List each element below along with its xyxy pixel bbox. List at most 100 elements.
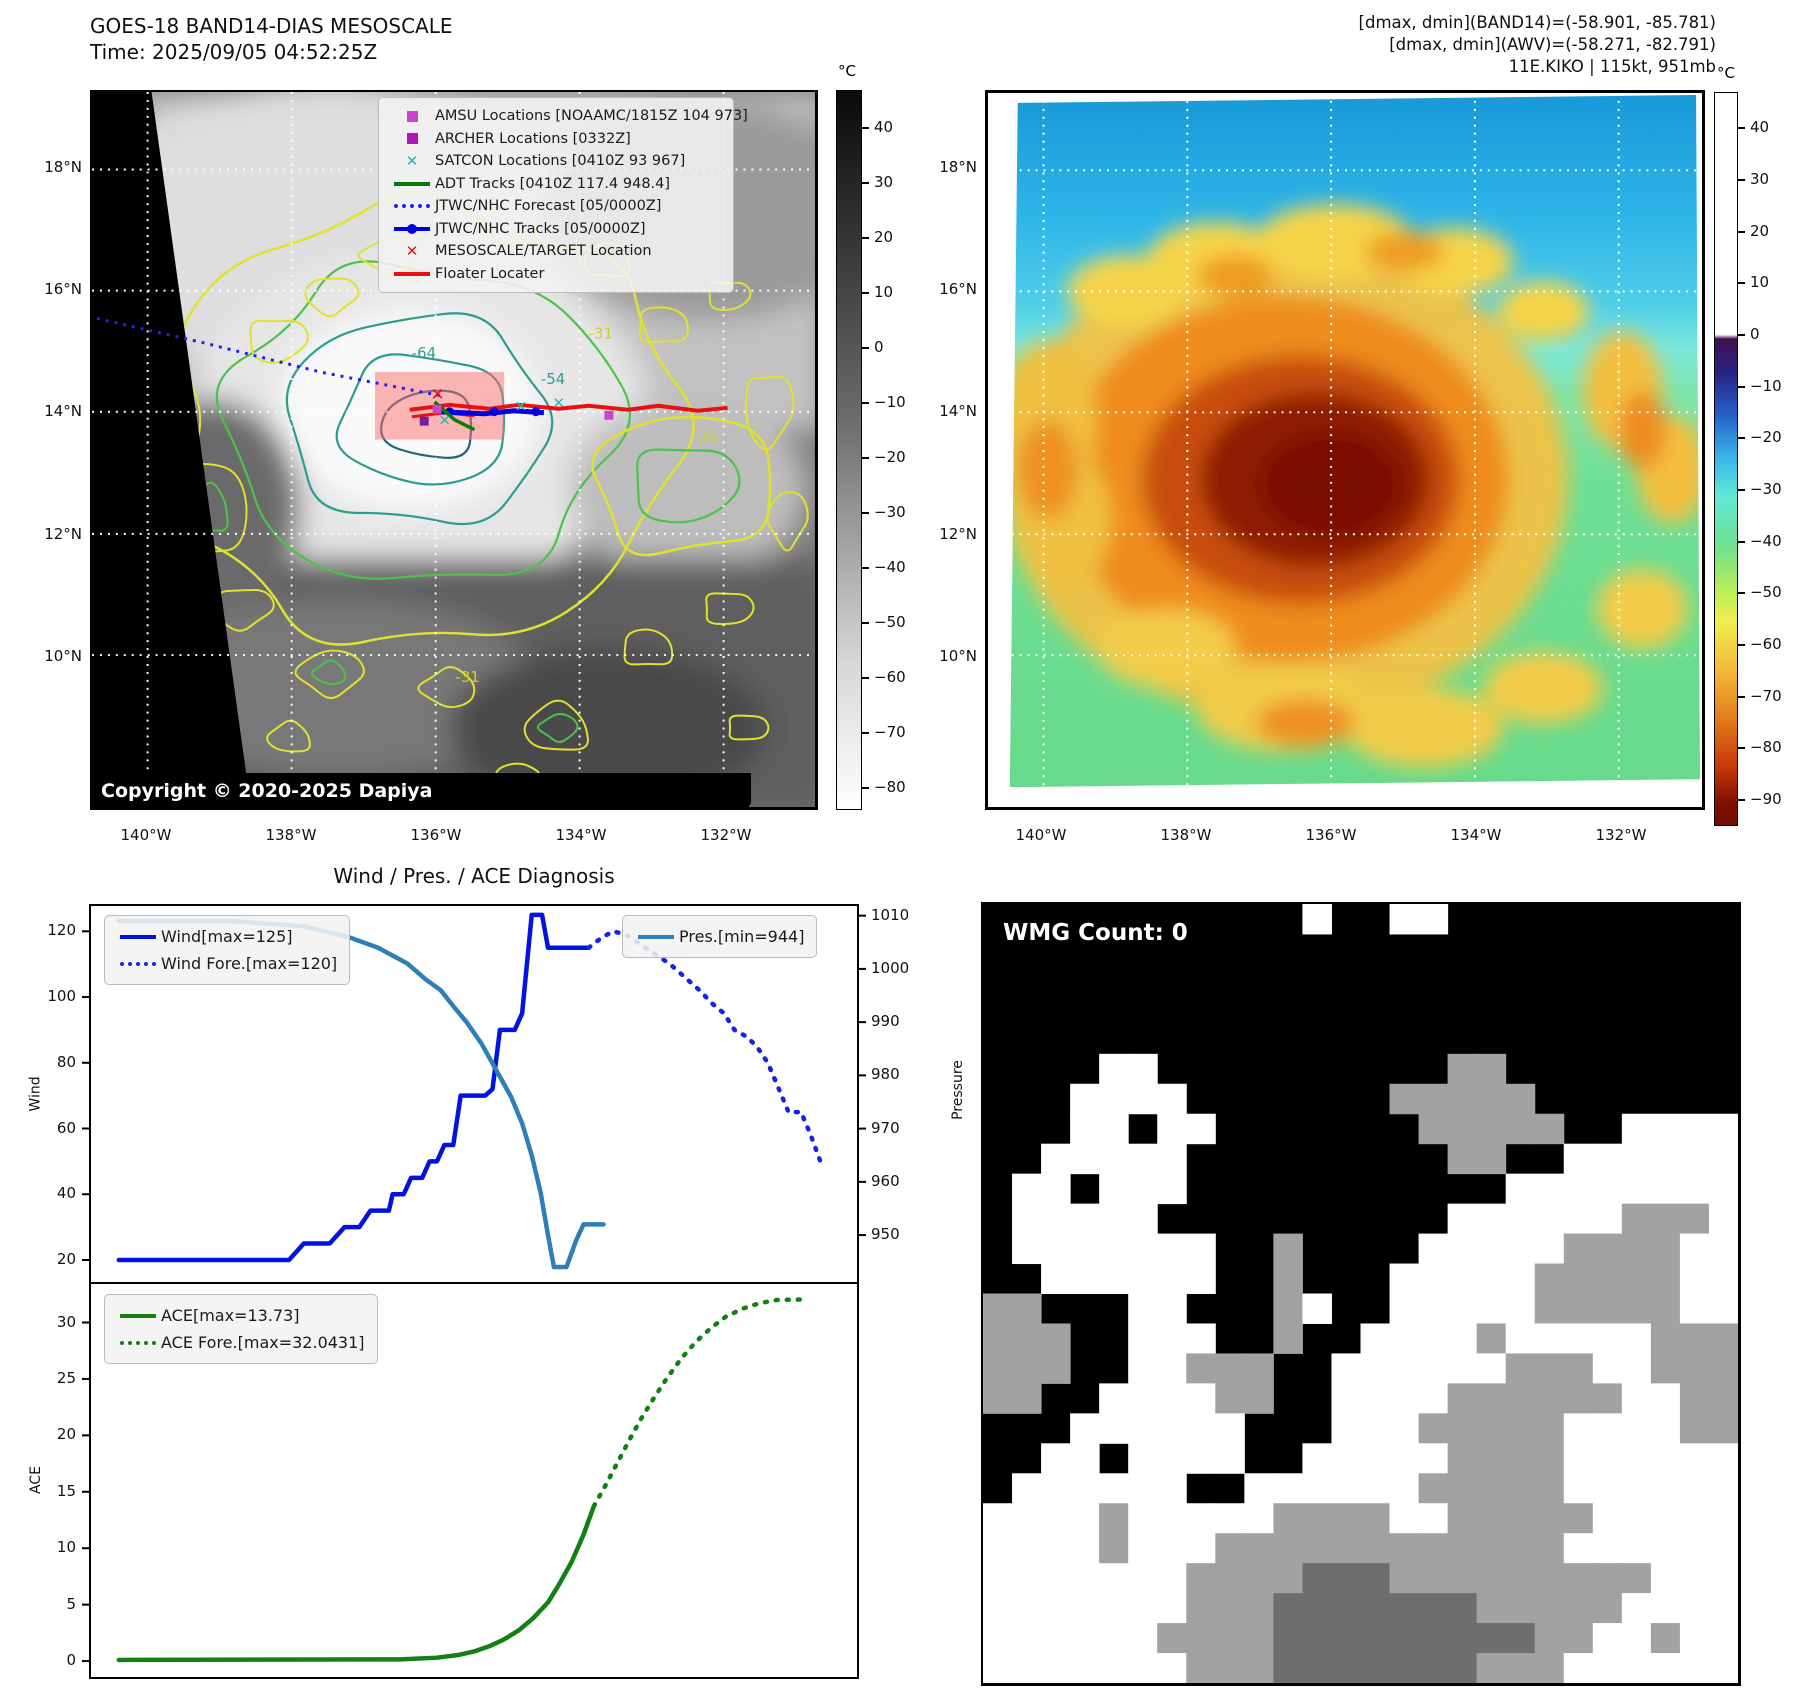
colorbar-tick-label: −20 [1750, 428, 1782, 447]
legend-item: ACE[max=13.73] [115, 1302, 365, 1329]
svg-text:✕: ✕ [515, 398, 527, 416]
lat-tick-label: 18°N [939, 158, 977, 176]
legend-item-label: JTWC/NHC Forecast [05/0000Z] [435, 198, 662, 215]
colorbar-tick-label: −60 [874, 668, 906, 687]
wind-axis-label: Wind [27, 1076, 44, 1112]
colorbar-tick [862, 457, 869, 460]
lat-tick-label: 18°N [44, 158, 82, 176]
legend-item-label: Wind[max=125] [161, 927, 293, 946]
svg-text:✕: ✕ [553, 394, 565, 412]
chart-title: Wind / Pres. / ACE Diagnosis [333, 864, 615, 888]
svg-text:✕: ✕ [431, 384, 445, 404]
copyright-banner: Copyright © 2020-2025 Dapiya [92, 773, 751, 809]
lat-tick-label: 12°N [939, 525, 977, 543]
contour-labels: -64 -54 -31 -31 -31 [412, 324, 718, 686]
dotted-line-icon [115, 1340, 161, 1345]
colorbar-tick [1738, 644, 1745, 647]
header-stats: [dmax, dmin](BAND14)=(-58.901, -85.781) … [1359, 12, 1716, 78]
y-tick-label: 80 [56, 1052, 76, 1071]
square-marker-icon [389, 110, 435, 122]
legend-item-label: ARCHER Locations [0332Z] [435, 130, 631, 147]
lat-tick-label: 10°N [939, 647, 977, 665]
line-marker-icon [633, 934, 679, 939]
y2-tick-label: 980 [871, 1065, 900, 1084]
y2-tick-label: 1000 [871, 958, 910, 977]
legend-item: AMSU Locations [NOAAMC/1815Z 104 973] [389, 105, 748, 128]
y-tick-label: 5 [66, 1594, 76, 1613]
lon-tick-label: 132°W [1595, 826, 1647, 844]
wind-legend: Wind[max=125] Wind Fore.[max=120] [104, 915, 351, 985]
ace-legend: ACE[max=13.73] ACE Fore.[max=32.0431] [104, 1294, 378, 1364]
legend-item: Wind Fore.[max=120] [115, 950, 337, 977]
wmg-panel: WMG Count: 0 [981, 902, 1741, 1686]
legend-item-label: MESOSCALE/TARGET Location [435, 243, 652, 260]
svg-text:-31: -31 [589, 324, 613, 342]
colorbar-tick [862, 732, 869, 735]
lon-tick-label: 134°W [1450, 826, 1502, 844]
colorbar-tick [1738, 695, 1745, 698]
colorbar-tick [862, 402, 869, 405]
timestamp: Time: 2025/09/05 04:52:25Z [90, 40, 378, 64]
awv-satellite-image [988, 93, 1702, 807]
legend-item-label: Pres.[min=944] [679, 927, 805, 946]
legend-item: Pres.[min=944] [633, 923, 804, 950]
line-marker-icon [115, 934, 161, 939]
y-tick-label: 0 [66, 1651, 76, 1670]
colorbar-tick-label: −90 [1750, 790, 1782, 809]
colorbar-tick-label: −10 [874, 393, 906, 412]
colorbar-tick [1738, 799, 1745, 802]
line-marker-icon [115, 1313, 161, 1318]
colorbar-tick-label: −40 [874, 558, 906, 577]
y-tick-label: 40 [56, 1184, 76, 1203]
y2-tick-label: 1010 [871, 905, 910, 924]
lat-tick-label: 10°N [44, 647, 82, 665]
wmg-count-label: WMG Count: 0 [1003, 920, 1188, 946]
lat-tick-label: 14°N [44, 402, 82, 420]
legend-item-label: Wind Fore.[max=120] [161, 954, 338, 973]
legend-item: ADT Tracks [0410Z 117.4 948.4] [389, 173, 721, 196]
colorbar-tick-label: −80 [1750, 738, 1782, 757]
awv-map-panel [985, 90, 1705, 810]
colorbar-tick-label: 40 [874, 118, 894, 137]
y-tick-label: 10 [56, 1538, 76, 1557]
y2-tick-label: 970 [871, 1118, 900, 1137]
x-marker-icon: ✕ [405, 152, 419, 171]
legend-item-label: JTWC/NHC Tracks [05/0000Z] [435, 220, 646, 237]
svg-text:-31: -31 [455, 668, 479, 686]
svg-text:-54: -54 [541, 370, 565, 388]
colorbar-tick-label: −40 [1750, 531, 1782, 550]
pressure-legend: Pres.[min=944] [622, 915, 818, 958]
wmg-classification-map [983, 904, 1738, 1683]
page-title: GOES-18 BAND14-DIAS MESOSCALE [90, 14, 453, 38]
legend-item: ACE Fore.[max=32.0431] [115, 1329, 365, 1356]
colorbar-tick-label: −80 [874, 778, 906, 796]
colorbar-tick-label: −30 [874, 503, 906, 522]
lon-tick-label: 140°W [120, 826, 172, 844]
legend-item: Floater Locater [389, 263, 721, 286]
legend-item-label: ADT Tracks [0410Z 117.4 948.4] [435, 175, 671, 192]
y-tick-label: 60 [56, 1118, 76, 1137]
colorbar-tick [862, 512, 869, 515]
colorbar-tick [1738, 333, 1745, 336]
colorbar-tick-label: −30 [1750, 480, 1782, 498]
y-tick-label: 20 [56, 1425, 76, 1444]
lon-tick-label: 132°W [700, 826, 752, 844]
y2-tick-label: 960 [871, 1171, 900, 1190]
line-marker-icon [389, 271, 435, 276]
x-marker-icon: ✕ [405, 242, 419, 261]
colorbar-tick [1738, 127, 1745, 130]
dmax-awv: [dmax, dmin](AWV)=(-58.271, -82.791) [1389, 35, 1716, 54]
colorbar-tick-label: 10 [874, 283, 894, 302]
colorbar-right [1714, 92, 1738, 826]
colorbar-tick-label: 40 [1750, 118, 1770, 137]
colorbar-tick [862, 292, 869, 295]
y2-tick-label: 950 [871, 1225, 900, 1244]
dotted-line-icon [389, 204, 435, 209]
band14-map-panel: ✕ ✕ ✕ ✕ -64 -54 -31 -31 -31 AMSU Locations [NOA… [90, 90, 818, 810]
line-marker-icon [389, 181, 435, 186]
colorbar-tick-label: 0 [1750, 324, 1760, 343]
colorbar-tick-label: 20 [874, 228, 894, 247]
lon-tick-label: 136°W [410, 826, 462, 844]
colorbar-tick [862, 182, 869, 185]
